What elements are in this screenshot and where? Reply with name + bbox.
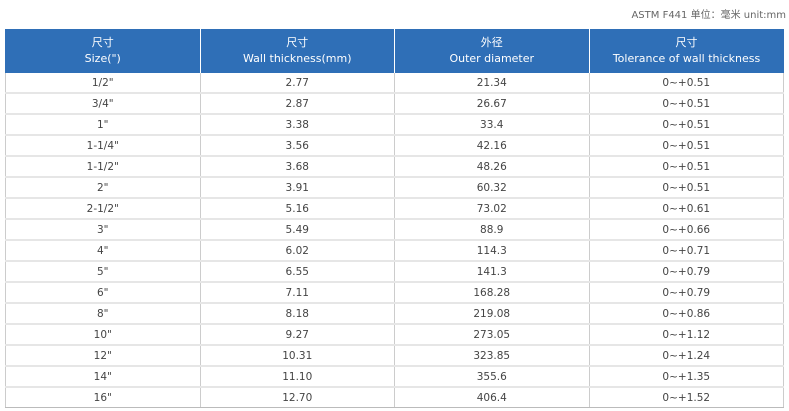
table-cell: 8.18 [199,303,395,325]
table-cell: 16" [5,387,201,408]
header-cn: 尺寸 [675,36,698,49]
table-cell: 0~+0.61 [588,198,784,220]
table-cell: 1/2" [5,73,201,94]
table-cell: 88.9 [394,219,590,241]
table-cell: 4" [5,240,201,262]
table-cell: 406.4 [394,387,590,408]
table-row: 8" 8.18 219.08 0~+0.86 [5,303,784,325]
table-cell: 5" [5,261,201,283]
table-row: 3" 5.49 88.9 0~+0.66 [5,219,784,241]
table-cell: 48.26 [394,156,590,178]
table-cell: 73.02 [394,198,590,220]
table-cell: 10" [5,324,201,346]
table-row: 5" 6.55 141.3 0~+0.79 [5,261,784,283]
table-cell: 5.49 [199,219,395,241]
table-cell: 9.27 [199,324,395,346]
table-cell: 3.38 [199,114,395,136]
table-row: 10" 9.27 273.05 0~+1.12 [5,324,784,346]
table-cell: 21.34 [394,73,590,94]
header-od: 外径 Outer diameter [394,29,589,73]
table-cell: 3.68 [199,156,395,178]
header-tolerance: 尺寸 Tolerance of wall thickness [588,29,784,73]
table-cell: 12.70 [199,387,395,408]
table-cell: 3.91 [199,177,395,199]
table-cell: 273.05 [394,324,590,346]
header-en: Size(") [84,52,121,65]
table-cell: 1-1/4" [5,135,201,157]
table-cell: 0~+1.12 [588,324,784,346]
table-cell: 0~+0.79 [588,261,784,283]
table-row: 3/4" 2.87 26.67 0~+0.51 [5,93,784,115]
table-row: 6" 7.11 168.28 0~+0.79 [5,282,784,304]
table-cell: 0~+0.66 [588,219,784,241]
table-cell: 12" [5,345,201,367]
header-wall: 尺寸 Wall thickness(mm) [199,29,395,73]
table-cell: 1-1/2" [5,156,201,178]
table-cell: 3/4" [5,93,201,115]
table-cell: 2.87 [199,93,395,115]
table-cell: 2" [5,177,201,199]
table-cell: 6.55 [199,261,395,283]
table-cell: 26.67 [394,93,590,115]
header-en: Wall thickness(mm) [243,52,352,65]
table-cell: 11.10 [199,366,395,388]
table-cell: 3.56 [199,135,395,157]
table-cell: 42.16 [394,135,590,157]
header-en: Outer diameter [449,52,535,65]
table-cell: 1" [5,114,201,136]
header-cn: 外径 [480,36,503,49]
table-cell: 168.28 [394,282,590,304]
table-row: 1-1/4" 3.56 42.16 0~+0.51 [5,135,784,157]
table-row: 1-1/2" 3.68 48.26 0~+0.51 [5,156,784,178]
table-cell: 355.6 [394,366,590,388]
table-cell: 0~+0.51 [588,93,784,115]
table-cell: 141.3 [394,261,590,283]
spec-table: 尺寸 Size(") 尺寸 Wall thickness(mm) 外径 Outer d… [5,29,784,408]
table-row: 4" 6.02 114.3 0~+0.71 [5,240,784,262]
table-cell: 2.77 [199,73,395,94]
table-row: 12" 10.31 323.85 0~+1.24 [5,345,784,367]
table-cell: 0~+1.52 [588,387,784,408]
table-cell: 0~+0.86 [588,303,784,325]
table-cell: 0~+1.35 [588,366,784,388]
table-cell: 0~+0.71 [588,240,784,262]
table-row: 1/2" 2.77 21.34 0~+0.51 [5,73,784,94]
table-cell: 5.16 [199,198,395,220]
table-cell: 3" [5,219,201,241]
table-cell: 323.85 [394,345,590,367]
table-cell: 6" [5,282,201,304]
table-cell: 2-1/2" [5,198,201,220]
table-row: 16" 12.70 406.4 0~+1.52 [5,387,784,408]
table-cell: 0~+0.51 [588,114,784,136]
table-cell: 0~+0.51 [588,177,784,199]
table-row: 2" 3.91 60.32 0~+0.51 [5,177,784,199]
table-cell: 114.3 [394,240,590,262]
table-cell: 8" [5,303,201,325]
header-cn: 尺寸 [91,36,114,49]
table-cell: 10.31 [199,345,395,367]
table-cell: 6.02 [199,240,395,262]
table-cell: 33.4 [394,114,590,136]
table-cell: 0~+0.51 [588,135,784,157]
table-cell: 0~+0.51 [588,73,784,94]
table-cell: 0~+0.51 [588,156,784,178]
table-cell: 60.32 [394,177,590,199]
table-cell: 14" [5,366,201,388]
table-row: 1" 3.38 33.4 0~+0.51 [5,114,784,136]
table-cell: 0~+1.24 [588,345,784,367]
unit-note: ASTM F441 单位：毫米 unit:mm [631,10,786,21]
header-row: 尺寸 Size(") 尺寸 Wall thickness(mm) 外径 Outer d… [5,29,784,73]
header-en: Tolerance of wall thickness [612,52,761,65]
table-cell: 219.08 [394,303,590,325]
header-size: 尺寸 Size(") [5,29,200,73]
table-row: 2-1/2" 5.16 73.02 0~+0.61 [5,198,784,220]
header-cn: 尺寸 [286,36,309,49]
table-cell: 7.11 [199,282,395,304]
table-row: 14" 11.10 355.6 0~+1.35 [5,366,784,388]
table-cell: 0~+0.79 [588,282,784,304]
